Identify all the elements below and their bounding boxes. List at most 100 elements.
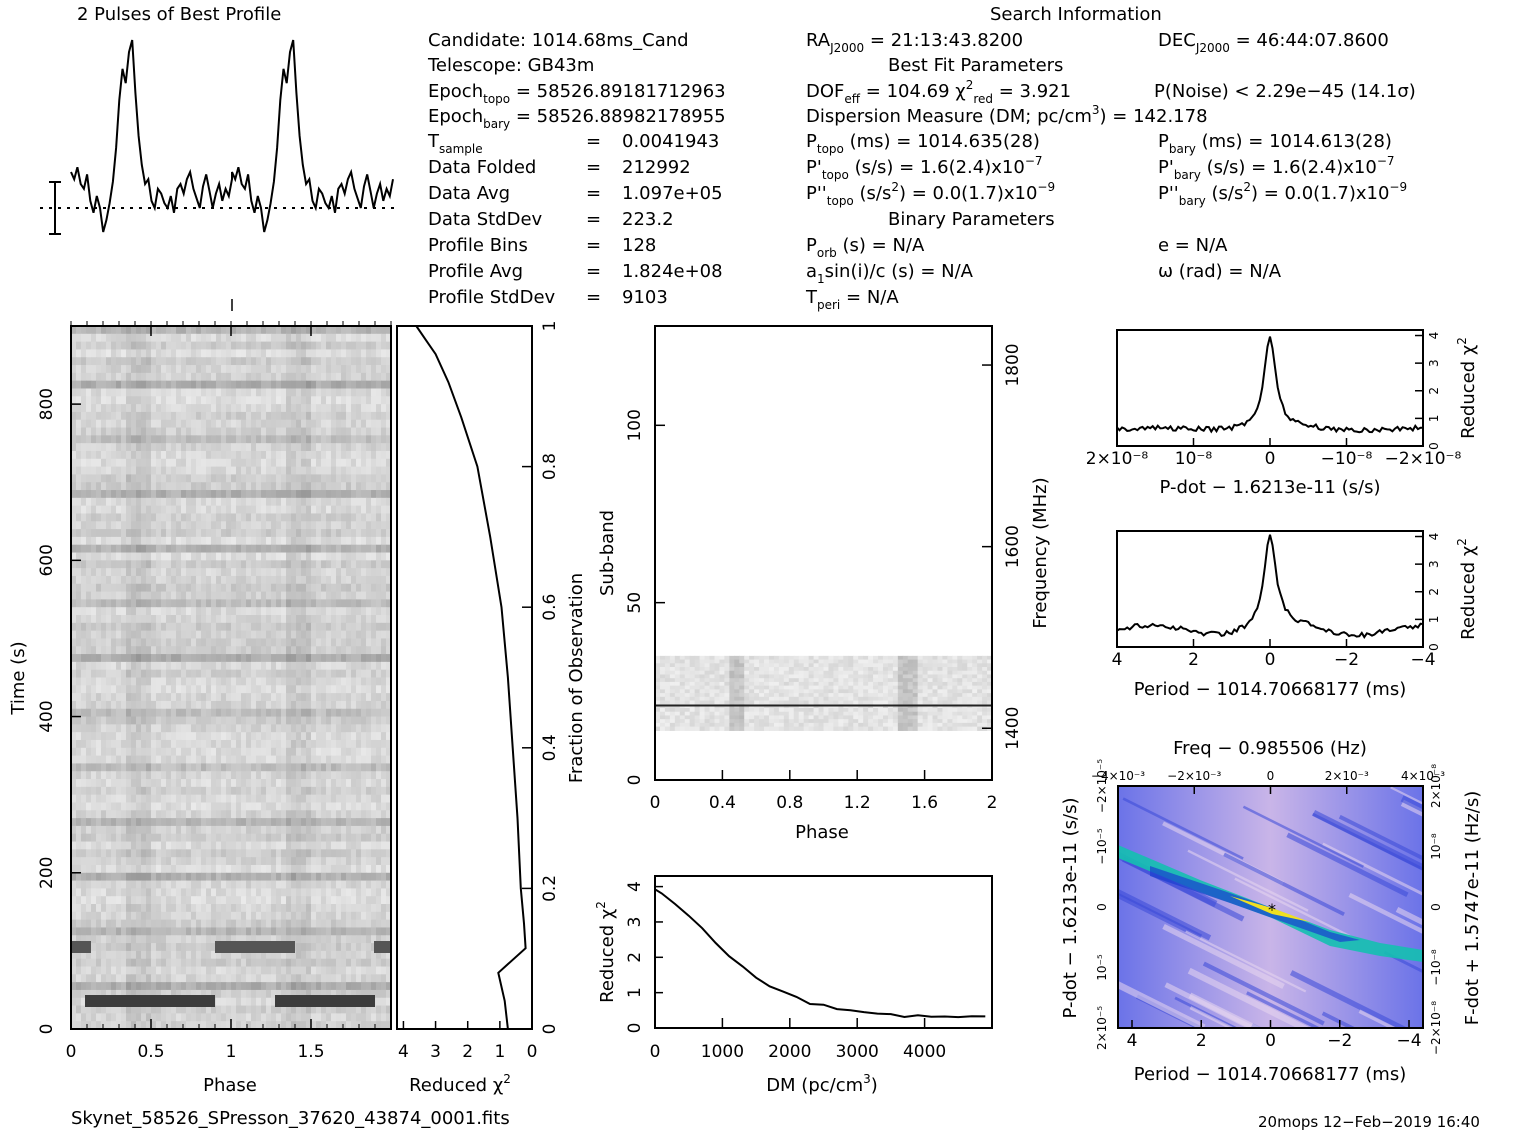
chiper-xtick: −4 [1410, 650, 1435, 670]
tp-ytick: 0 [37, 1024, 57, 1035]
sb-xlabel: Phase [795, 822, 849, 843]
info-block: Search Information Candidate: 1014.68ms_… [427, 4, 1416, 312]
svg-text:=: = [586, 235, 601, 256]
tp-band-5 [275, 995, 375, 1007]
dm-value: ) = 142.178 [1100, 106, 1208, 127]
pdot-topo-value: (s/s) = 1.6(2.4)x10 [855, 157, 1025, 178]
svg-text:Profile Bins: Profile Bins [428, 235, 528, 256]
chiper-xtick: 4 [1112, 650, 1123, 670]
pp-xtick: −4 [1396, 1031, 1421, 1051]
chiper-ytick: 3 [1427, 560, 1441, 568]
dec-label: DECJ2000 = 46:44:07.8600 [1158, 30, 1389, 55]
cf-xlabel: Reduced χ2 [409, 1072, 511, 1096]
chi2-fraction-plot: 4 3 2 1 00 0.2 0.4 0.6 0.8 1 [396, 321, 560, 1062]
dm-xtick: 1000 [701, 1042, 744, 1062]
profile-plot [70, 39, 394, 233]
epoch-topo-value: 58526.89181712963 [537, 81, 726, 102]
sb-ylabel: Sub-band [597, 510, 618, 596]
dm-xtick: 4000 [903, 1042, 946, 1062]
dm-ytick: 3 [625, 917, 645, 928]
tp-xlabel: Phase [203, 1075, 257, 1096]
pp-ylabel: P-dot − 1.6213e-11 (s/s) [1060, 797, 1081, 1018]
pdot-xlabel: P-dot − 1.6213e-11 (s/s) [1159, 477, 1380, 498]
chipdot-ytick: 2 [1427, 387, 1441, 395]
ptopo-value: (ms) = 1014.635(28) [850, 131, 1040, 152]
chipdot-xtick: −10⁻⁸ [1321, 449, 1373, 469]
footer-stamp: 20mops 12−Feb−2019 16:40 [1258, 1113, 1480, 1131]
chiper-xtick: 0 [1265, 650, 1276, 670]
profile-bins-value: 128 [622, 235, 656, 256]
cf-xtick: 0 [527, 1042, 538, 1062]
dof-line: DOFeff = 104.69 χ2red = 3.921 [806, 78, 1071, 106]
sb-xtick: 0 [650, 793, 661, 813]
cf-ytick: 0.6 [540, 594, 560, 621]
sb-xtick: 0.4 [709, 793, 736, 813]
dm-label: Dispersion Measure (DM; pc/cm [806, 106, 1092, 127]
svg-text:=: = [586, 209, 601, 230]
tp-band-3 [374, 941, 391, 953]
dm-xlabel: DM (pc/cm3) [766, 1072, 878, 1096]
profile-line [70, 39, 394, 233]
sb-ytick: 100 [625, 409, 645, 441]
sb-xtick: 1.2 [844, 793, 871, 813]
chi2-dm-plot: 0 1000 2000 3000 4000 0 1 2 3 4 [625, 875, 993, 1062]
time-phase-plot: 0 0.5 1 1.5 0 200 400 600 800 [37, 321, 392, 1062]
pp-y2label: F-dot + 1.5747e-11 (Hz/s) [1462, 791, 1483, 1026]
sb-ytick: 0 [625, 775, 645, 786]
svg-text:=: = [586, 131, 601, 152]
tp-xtick: 0.5 [137, 1042, 164, 1062]
telescope-line: Telescope: GB43m [427, 55, 594, 76]
cf-ytick: 0.8 [540, 453, 560, 480]
data-folded-value: 212992 [622, 157, 691, 178]
pbary-value: (ms) = 1014.613(28) [1202, 131, 1392, 152]
tsample-value: 0.0041943 [622, 131, 719, 152]
svg-text:Profile StdDev: Profile StdDev [428, 287, 556, 308]
sb-xtick: 1.6 [911, 793, 938, 813]
chipdot-ytick: 4 [1427, 332, 1441, 340]
chi-dm-line [654, 888, 986, 1019]
pdot-bary-line: P'bary (s/s) = 1.6(2.4)x10−7 [1158, 154, 1395, 182]
pp-y2tick: 0 [1429, 903, 1443, 911]
dm-ytick: 0 [625, 1023, 645, 1034]
chi-fraction-line [415, 325, 527, 1030]
pnoise-value: P(Noise) < 2.29e−45 (14.1σ) [1154, 81, 1416, 102]
cf-xtick: 4 [398, 1042, 409, 1062]
pp-x2tick: 0 [1267, 769, 1275, 783]
data-avg-value: 1.097e+05 [622, 183, 723, 204]
cf-xtick: 3 [430, 1042, 441, 1062]
epoch-bary-value: 58526.88982178955 [537, 106, 726, 127]
pdot-topo-line: P'topo (s/s) = 1.6(2.4)x10−7 [806, 154, 1043, 182]
tsample-label: Tsample [427, 131, 483, 156]
sb-y2tick: 1600 [1003, 525, 1023, 568]
epoch-topo-label: Epochtopo = 58526.89181712963 [428, 81, 726, 106]
pp-ytick: 2×10⁻⁵ [1095, 1006, 1109, 1050]
ra-label: RAJ2000 = 21:13:43.8200 [806, 30, 1023, 55]
chi2-value: = 3.921 [999, 81, 1071, 102]
tp-band-1 [71, 941, 91, 953]
dm-xtick: 3000 [836, 1042, 879, 1062]
omega-value: ω (rad) = N/A [1158, 261, 1282, 282]
footer-filename: Skynet_58526_SPresson_37620_43874_0001.f… [71, 1108, 510, 1129]
pp-y2tick: −2×10⁻⁸ [1429, 1001, 1443, 1055]
chipdot-ytick: 0 [1427, 442, 1441, 450]
candidate-line: Candidate: 1014.68ms_Cand [428, 30, 689, 51]
pddot-topo-line: P''topo (s/s2) = 0.0(1.7)x10−9 [806, 180, 1055, 208]
chiper-ytick: 0 [1427, 643, 1441, 651]
cf-xtick: 1 [494, 1042, 505, 1062]
period-pdot-plot: * 4 2 0 −2 −4−4×10⁻³ −2×10⁻³ 0 2×10⁻³ 4×10⁻³2×10… [1091, 759, 1445, 1055]
pdot-bary-value: (s/s) = 1.6(2.4)x10 [1207, 157, 1377, 178]
pddot-bary-line: P''bary (s/s2) = 0.0(1.7)x10−9 [1158, 180, 1407, 208]
sb-ytick: 50 [625, 592, 645, 614]
pp-xlabel: Period − 1014.70668177 (ms) [1134, 1064, 1406, 1085]
subband-plot: 0 0.4 0.8 1.2 1.6 2 0 50 100 1400 1600 1800 [625, 325, 1023, 813]
search-info-title: Search Information [990, 4, 1162, 25]
pp-y2tick: 10⁻⁸ [1429, 833, 1443, 860]
cf-ytick: 0.2 [540, 875, 560, 902]
cf-ylabel: Fraction of Observation [566, 573, 587, 783]
pp-x2tick: 2×10⁻³ [1325, 769, 1369, 783]
dm-ytick: 4 [625, 881, 645, 892]
pp-x2tick: −4×10⁻³ [1091, 769, 1145, 783]
chipdot-xtick: 0 [1265, 449, 1276, 469]
chiper-xtick: 2 [1188, 650, 1199, 670]
